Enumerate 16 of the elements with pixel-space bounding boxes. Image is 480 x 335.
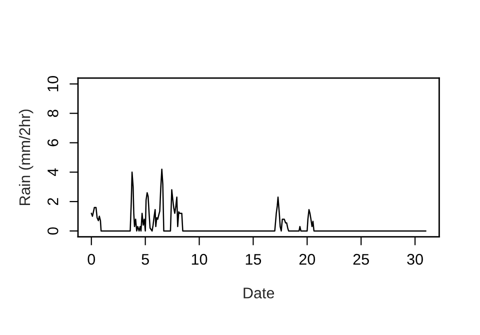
y-axis-title: Rain (mm/2hr) — [18, 110, 34, 206]
y-tick-label: 0 — [47, 227, 58, 235]
y-tick-label: 6 — [47, 139, 58, 146]
x-tick-label: 25 — [353, 254, 369, 265]
line-series — [90, 168, 426, 232]
x-tick-label: 10 — [192, 254, 208, 265]
y-tick-label: 2 — [47, 198, 58, 206]
y-tick-label: 8 — [47, 110, 58, 117]
x-tick-label: 30 — [407, 254, 423, 265]
x-tick-label: 5 — [142, 254, 149, 265]
x-axis-title: Date — [244, 288, 274, 298]
y-tick-label: 4 — [48, 168, 58, 176]
y-tick-label: 10 — [47, 76, 58, 92]
x-tick-label: 20 — [299, 254, 316, 265]
x-tick-label: 0 — [88, 254, 96, 265]
x-tick-label: 15 — [246, 254, 262, 265]
